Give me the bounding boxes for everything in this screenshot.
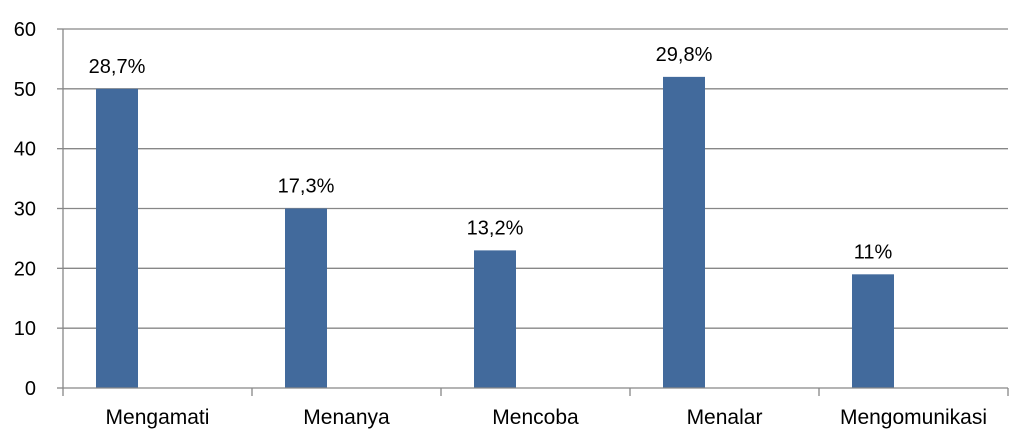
y-tick-label: 60 — [14, 19, 36, 41]
data-label: 28,7% — [89, 56, 146, 78]
y-tick-label: 20 — [14, 258, 36, 280]
category-label: Mencoba — [492, 406, 579, 429]
category-label: Mengomunikasi — [840, 406, 987, 429]
y-tick-label: 10 — [14, 318, 36, 340]
y-tick-label: 0 — [25, 378, 36, 400]
bar-mengamati — [96, 88, 138, 388]
category-label: Menanya — [303, 406, 390, 429]
bar-mengomunikasi — [852, 274, 894, 388]
data-label: 13,2% — [467, 217, 524, 239]
data-label: 29,8% — [656, 44, 713, 66]
y-tick-label: 40 — [14, 139, 36, 161]
data-label: 11% — [854, 241, 893, 263]
bar-mencoba — [474, 250, 516, 388]
category-label: Menalar — [687, 406, 763, 429]
category-label: Mengamati — [106, 406, 210, 429]
y-tick-label: 30 — [14, 199, 36, 221]
data-label: 17,3% — [278, 176, 335, 198]
bar-menalar — [663, 76, 705, 388]
bar-menanya — [285, 208, 327, 388]
y-tick-label: 50 — [14, 79, 36, 101]
